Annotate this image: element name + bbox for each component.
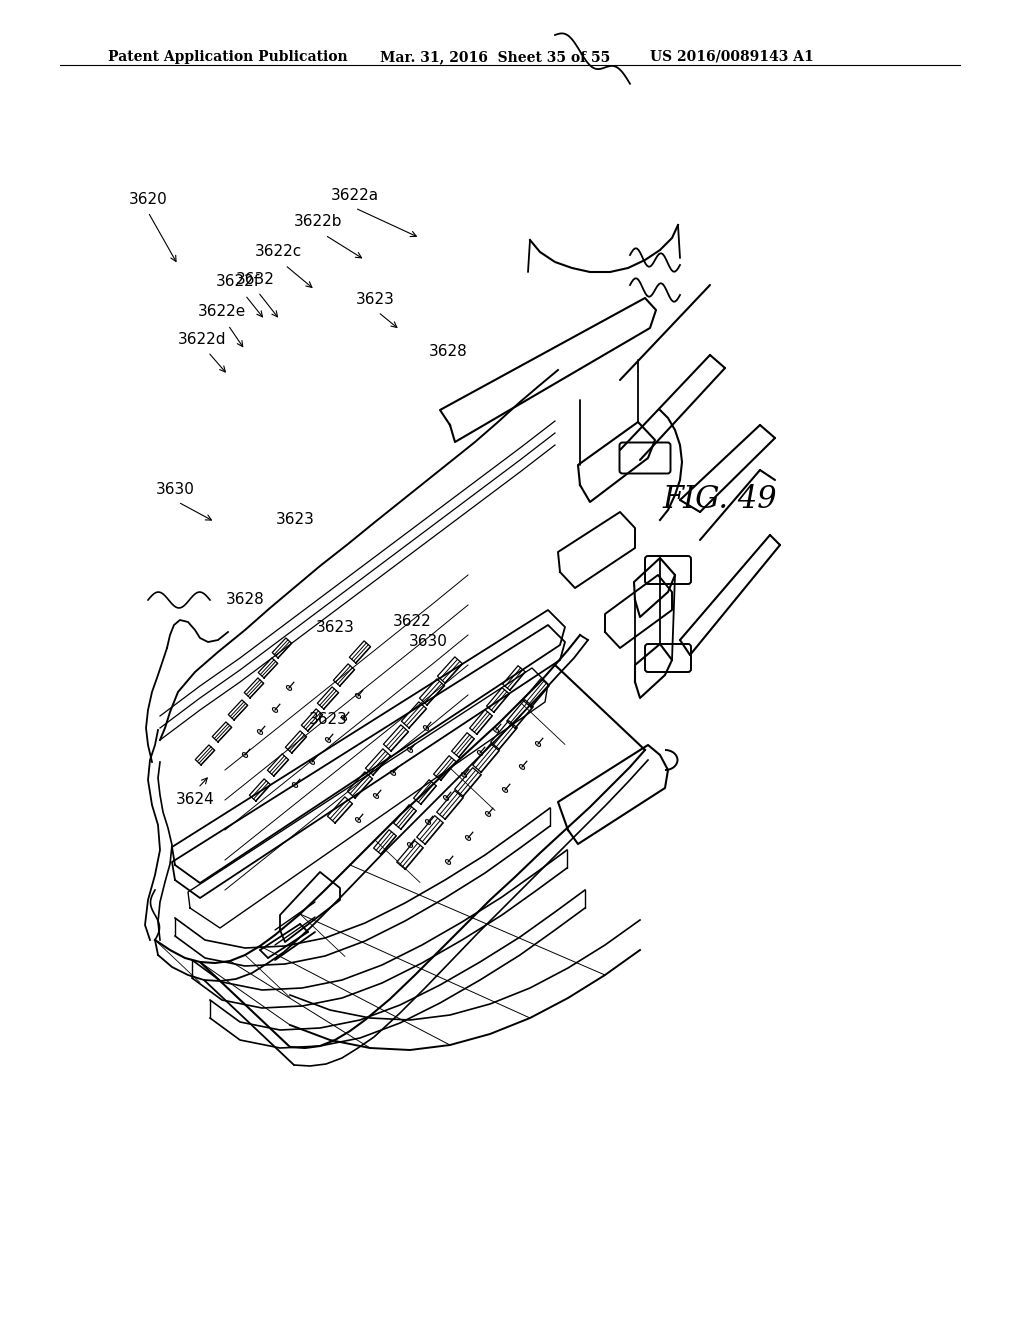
Text: 3622d: 3622d — [178, 333, 226, 347]
Text: 3622a: 3622a — [331, 187, 379, 202]
Text: 3620: 3620 — [129, 193, 167, 207]
Text: 3622e: 3622e — [198, 305, 246, 319]
Text: Patent Application Publication: Patent Application Publication — [108, 50, 347, 63]
Text: 3630: 3630 — [409, 635, 447, 649]
Text: FIG. 49: FIG. 49 — [663, 484, 777, 516]
Text: 3630: 3630 — [156, 483, 195, 498]
Text: 3622: 3622 — [392, 615, 431, 630]
Text: 3623: 3623 — [355, 293, 394, 308]
Text: 3622b: 3622b — [294, 214, 342, 230]
Text: US 2016/0089143 A1: US 2016/0089143 A1 — [650, 50, 814, 63]
Text: 3622c: 3622c — [254, 244, 302, 260]
Text: 3628: 3628 — [225, 593, 264, 607]
Text: 3628: 3628 — [429, 345, 467, 359]
Text: 3623: 3623 — [275, 512, 314, 528]
Text: 3623: 3623 — [308, 713, 347, 727]
Text: 3624: 3624 — [176, 792, 214, 808]
Text: 3622f: 3622f — [216, 275, 260, 289]
Text: 3623: 3623 — [315, 620, 354, 635]
Text: Mar. 31, 2016  Sheet 35 of 55: Mar. 31, 2016 Sheet 35 of 55 — [380, 50, 610, 63]
Text: 3632: 3632 — [236, 272, 274, 288]
